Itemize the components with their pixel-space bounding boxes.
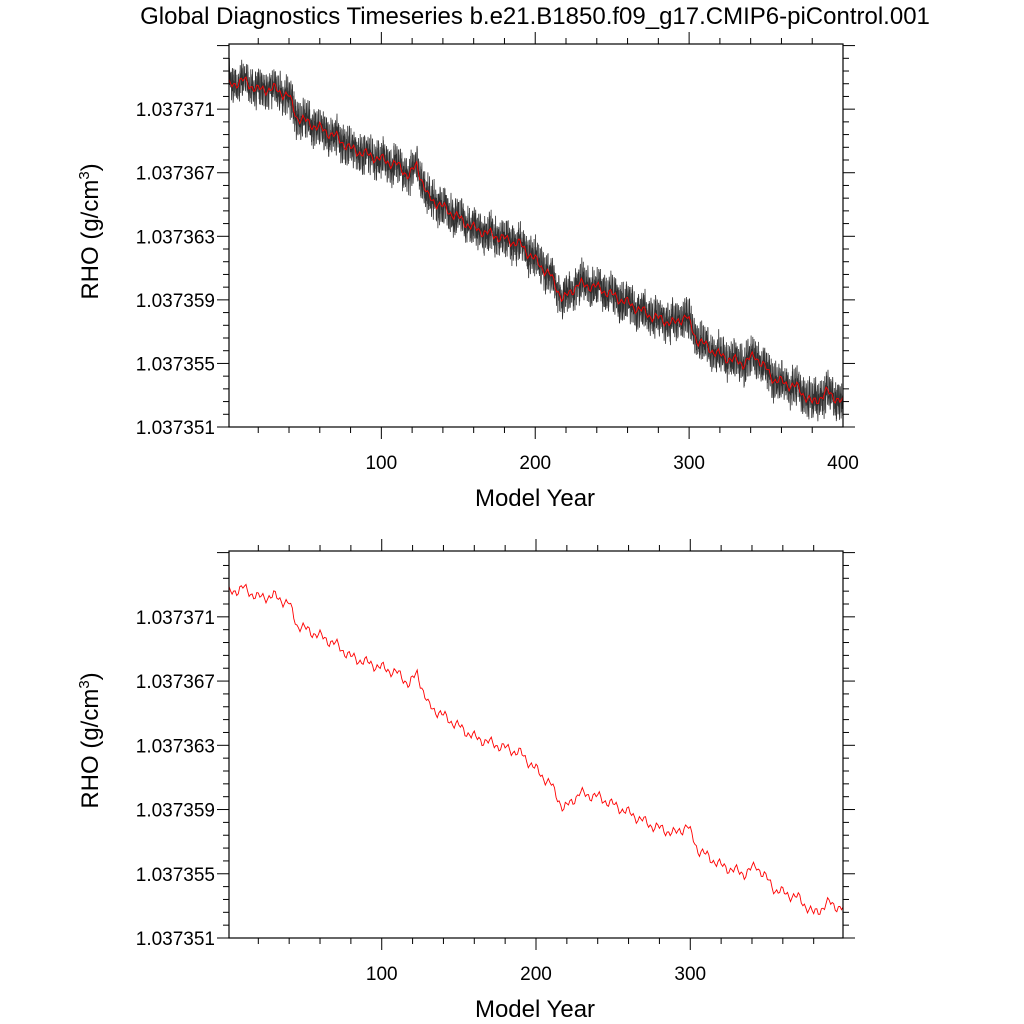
x-axis-title: Model Year (475, 996, 595, 1023)
y-tick-label: 1.037363 (136, 227, 215, 248)
x-tick-label: 200 (519, 453, 551, 474)
x-axis-title: Model Year (475, 485, 595, 512)
y-tick-label: 1.037371 (136, 608, 215, 629)
series-line-annual-mean (229, 76, 843, 405)
figure-title: Global Diagnostics Timeseries b.e21.B185… (140, 3, 930, 30)
y-tick-label: 1.037351 (136, 418, 215, 439)
y-tick-label: 1.037367 (136, 672, 215, 693)
y-axis-title-close: ) (77, 163, 104, 171)
y-tick-label: 1.037359 (136, 801, 215, 822)
y-tick-label: 1.037367 (136, 164, 215, 185)
x-tick-label: 300 (673, 453, 705, 474)
y-axis-title-superscript: 3 (76, 680, 93, 688)
y-tick-label: 1.037355 (136, 354, 215, 375)
y-tick-label: 1.037371 (136, 100, 215, 121)
y-axis-title-text: RHO (g/cm (77, 689, 104, 809)
series-line-monthly (229, 57, 843, 422)
y-axis-title: RHO (g/cm3) (76, 163, 104, 299)
bottom-panel: 100 200 300 1.037351 1.037355 1.037359 1.03736… (76, 539, 855, 1023)
series-line-annual-mean (229, 583, 843, 915)
plot-frame (228, 43, 844, 428)
y-tick-label: 1.037355 (136, 865, 215, 886)
y-tick-label: 1.037359 (136, 291, 215, 312)
x-tick-label: 400 (827, 453, 859, 474)
y-axis-title-close: ) (77, 672, 104, 680)
x-tick-label: 300 (674, 964, 706, 985)
x-tick-label: 100 (366, 964, 398, 985)
y-axis-title-superscript: 3 (76, 171, 93, 179)
y-tick-label: 1.037351 (136, 929, 215, 950)
x-tick-label: 200 (520, 964, 552, 985)
y-axis-title-text: RHO (g/cm (77, 180, 104, 300)
top-panel: 100 200 300 400 1.037351 1.037355 1.037359 1.03… (76, 32, 859, 512)
plot-frame (228, 550, 844, 939)
y-axis-title: RHO (g/cm3) (76, 672, 104, 808)
x-tick-label: 100 (365, 453, 397, 474)
y-tick-label: 1.037363 (136, 736, 215, 757)
